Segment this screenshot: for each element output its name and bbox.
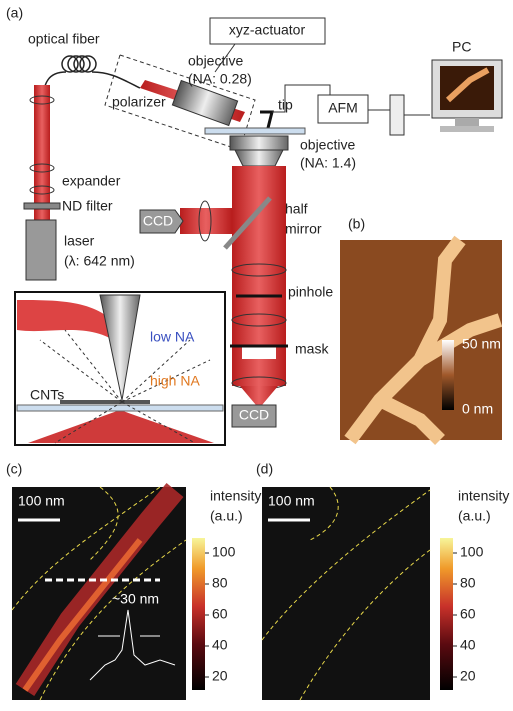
label: objective <box>300 137 355 153</box>
label: 100 nm <box>268 493 315 509</box>
label: (NA: 0.28) <box>188 71 252 87</box>
colorbar-tick-label: 20 <box>212 668 228 684</box>
label: mirror <box>285 221 322 237</box>
colorbar <box>442 340 454 410</box>
inset: low NA high NA CNTs <box>15 292 225 445</box>
colorbar-tick-label: 60 <box>460 606 476 622</box>
label: mask <box>295 341 329 357</box>
label: xyz-actuator <box>229 22 306 38</box>
colorbar-tick-label: 80 <box>212 575 228 591</box>
label: optical fiber <box>28 31 100 47</box>
panel-label: (a) <box>6 5 23 21</box>
label: 100 nm <box>18 493 65 509</box>
figure: (a) xyz-actuator optical fiber objective… <box>0 0 513 711</box>
nd-filter <box>24 203 60 209</box>
label: CCD <box>239 407 269 423</box>
objective-bottom <box>235 150 283 166</box>
label: 0 nm <box>462 401 493 417</box>
label: (NA: 1.4) <box>300 155 356 171</box>
colorbar <box>440 538 453 690</box>
label: 50 nm <box>462 336 501 352</box>
slide <box>205 128 305 134</box>
panel-label: (d) <box>256 461 273 477</box>
panel-d: (d) 100 nm intensity (a.u.) 100 80 60 40 20 <box>256 461 509 700</box>
panel-label: (c) <box>6 461 22 477</box>
label: half <box>285 201 308 217</box>
label: polarizer <box>112 94 166 110</box>
annotation: ~30 nm <box>112 591 159 607</box>
colorbar-tick-label: 20 <box>460 668 476 684</box>
label: ND filter <box>62 198 113 214</box>
monitor-stand <box>455 118 479 126</box>
label: high NA <box>150 373 200 389</box>
colorbar-tick-label: 100 <box>212 544 236 560</box>
objective-bottom <box>230 136 288 150</box>
colorbar-tick-label: 40 <box>460 637 476 653</box>
panel-c: (c) ~30 nm 100 nm intensity (a.u.) 100 80 60… <box>6 461 261 700</box>
colorbar-title: (a.u.) <box>210 508 243 524</box>
tip <box>260 112 272 128</box>
label: laser <box>64 233 95 249</box>
beam <box>240 386 278 405</box>
colorbar-tick-label: 80 <box>460 575 476 591</box>
beam <box>180 208 232 234</box>
label: PC <box>452 39 471 55</box>
colorbar-tick-label: 100 <box>460 544 484 560</box>
colorbar-title: (a.u.) <box>458 508 491 524</box>
panel-b: (b) 50 nm 0 nm <box>340 216 502 440</box>
label: CNTs <box>30 387 64 403</box>
colorbar <box>192 538 205 690</box>
label: expander <box>62 173 121 189</box>
label: AFM <box>328 100 358 116</box>
label: low NA <box>150 329 195 345</box>
panel-label: (b) <box>348 216 365 232</box>
beam <box>34 85 50 220</box>
label: CCD <box>143 213 173 229</box>
pc-tower <box>390 95 404 135</box>
objective-top <box>172 81 237 126</box>
colorbar-tick-label: 40 <box>212 637 228 653</box>
monitor-base <box>440 126 494 132</box>
label: (λ: 642 nm) <box>64 253 135 269</box>
colorbar-tick-label: 60 <box>212 606 228 622</box>
label: pinhole <box>288 284 333 300</box>
colorbar-title: intensity <box>458 488 509 504</box>
label: objective <box>188 53 243 69</box>
laser <box>26 220 56 280</box>
colorbar-title: intensity <box>210 488 261 504</box>
